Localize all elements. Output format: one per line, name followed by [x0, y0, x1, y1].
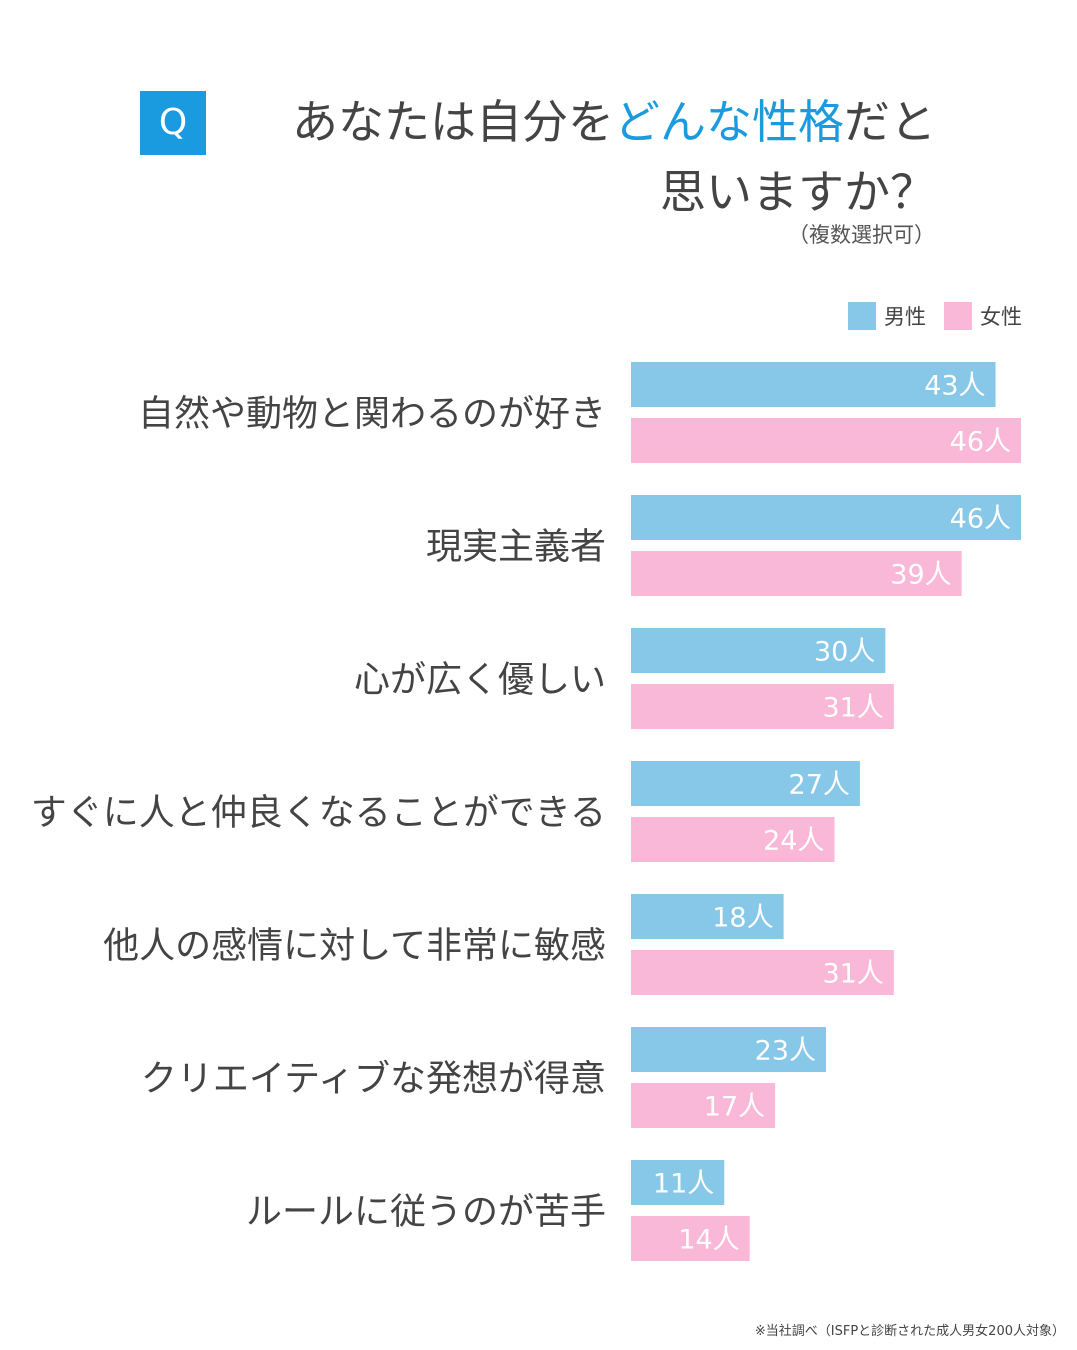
data-label: 24人: [763, 826, 824, 857]
title-highlight: どんな性格: [614, 95, 844, 149]
category-label: 他人の感情に対して非常に敏感: [103, 926, 606, 967]
bar-male: [631, 1160, 725, 1205]
data-label: 27人: [789, 770, 850, 801]
data-label: 23人: [755, 1036, 816, 1067]
bar-female: [631, 950, 894, 995]
bar-female: [631, 1083, 776, 1128]
page-title: あなたは自分をどんな性格だと: [292, 92, 936, 152]
data-label: 30人: [814, 637, 875, 668]
footnote: ※当社調べ（ISFPと診断された成人男女200人対象）: [754, 1324, 1065, 1339]
data-label: 31人: [822, 693, 883, 724]
bar-male: [631, 628, 886, 673]
category-label: すぐに人と仲良くなることができる: [31, 793, 606, 834]
bar-female: [631, 817, 835, 862]
bar-female: [631, 684, 894, 729]
data-label: 11人: [653, 1169, 714, 1200]
bar-female: [631, 418, 1021, 463]
category-label: 自然や動物と関わるのが好き: [138, 394, 606, 435]
legend-swatch-female: [944, 302, 972, 330]
legend-label-female: 女性: [980, 305, 1022, 329]
data-label: 14人: [678, 1225, 739, 1256]
legend-item-female: 女性: [944, 301, 1022, 331]
category-label: 現実主義者: [426, 527, 606, 568]
bar-female: [631, 551, 962, 596]
data-label: 31人: [822, 959, 883, 990]
category-label: クリエイティブな発想が得意: [141, 1059, 606, 1100]
bar-male: [631, 1027, 826, 1072]
page-title-line2: 思いますか？: [660, 165, 936, 219]
data-label: 39人: [890, 560, 951, 591]
page-subtitle: （複数選択可）: [788, 223, 935, 247]
legend-item-male: 男性: [848, 301, 926, 331]
category-label: ルールに従うのが苦手: [246, 1192, 606, 1233]
bar-male: [631, 894, 784, 939]
bar-male: [631, 495, 1021, 540]
data-label: 18人: [712, 903, 773, 934]
legend-label-male: 男性: [884, 305, 926, 329]
data-label: 17人: [704, 1092, 765, 1123]
question-badge: Q: [140, 91, 206, 155]
title-prefix: あなたは自分を: [292, 95, 614, 149]
bar-female: [631, 1216, 750, 1261]
data-label: 43人: [924, 371, 985, 402]
data-label: 46人: [950, 427, 1011, 458]
chart-legend: 男性 女性: [830, 301, 1022, 331]
category-label: 心が広く優しい: [354, 660, 606, 701]
title-suffix: だと: [844, 95, 936, 149]
data-label: 46人: [950, 504, 1011, 535]
bar-male: [631, 362, 996, 407]
legend-swatch-male: [848, 302, 876, 330]
bar-male: [631, 761, 860, 806]
